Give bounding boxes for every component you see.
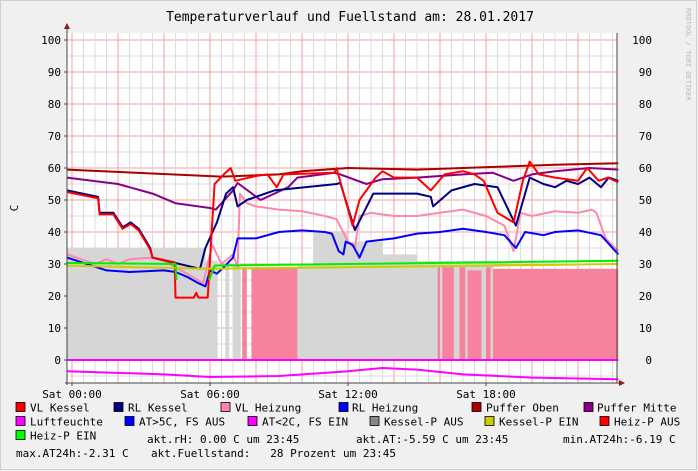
- y-tick-label-left: 60: [48, 162, 61, 175]
- heiz-p-aus-area: [459, 267, 466, 360]
- legend-at-2c-fs-ein-label: AT<2C, FS EIN: [262, 416, 348, 429]
- kessel-p-aus-area: [382, 254, 417, 360]
- y-tick-label-right: 0: [645, 354, 652, 367]
- legend-luftfeuchte-swatch: [15, 416, 26, 426]
- y-axis-arrow-icon: [64, 23, 70, 29]
- legend-rl-heizung-swatch: [338, 402, 349, 412]
- legend-kessel-p-aus-swatch: [369, 416, 380, 426]
- series-lines: [66, 160, 620, 381]
- series-rl-heizung: [66, 227, 620, 288]
- heiz-p-aus-area: [242, 267, 247, 360]
- legend-heiz-p-ein-label: Heiz-P EIN: [30, 430, 96, 443]
- legend-vl-kessel-swatch: [15, 402, 26, 412]
- y-tick-label-left: 0: [54, 354, 61, 367]
- legend-heiz-p-aus-label: Heiz-P AUS: [614, 416, 680, 429]
- x-tick-label: Sat 18:00: [456, 388, 516, 401]
- heiz-p-aus-area: [251, 267, 298, 360]
- heiz-p-aus-area: [492, 268, 619, 360]
- legend-puffer-oben-swatch: [471, 402, 482, 412]
- chart-title: Temperaturverlauf und Fuellstand am: 28.…: [166, 10, 534, 25]
- stat-max-at: max.AT24h:-2.31 C: [16, 447, 129, 460]
- legend-heiz-p-aus-swatch: [599, 416, 610, 426]
- axes: 0 0 10 10 20 20 30 30 40 40 50 50 60 60 70 70 80 80 90 90 10…: [41, 23, 652, 401]
- y-tick-label-right: 10: [639, 322, 652, 335]
- series-heiz-p-ein: [66, 259, 619, 281]
- legend-at-5c-fs-aus-label: AT>5C, FS AUS: [139, 416, 225, 429]
- y-axis-label: C: [8, 205, 21, 212]
- legend-puffer-mitte-swatch: [583, 402, 594, 412]
- x-axis-arrow-icon: [619, 380, 625, 386]
- stat-akt-at: akt.AT:-5.59 C um 23:45: [356, 433, 508, 446]
- legend-vl-heizung-swatch: [220, 402, 231, 412]
- legend-puffer-mitte-label: Puffer Mitte: [597, 402, 676, 415]
- y-tick-label-right: 70: [639, 130, 652, 143]
- series-kessel-p-ein: [66, 263, 619, 270]
- y-tick-label-left: 50: [48, 194, 61, 207]
- watermark: RRDTOOL / TOBI OETIKER: [684, 8, 692, 102]
- heiz-p-aus-area: [437, 267, 440, 360]
- kessel-p-aus-area: [348, 241, 383, 360]
- y-tick-label-left: 80: [48, 98, 61, 111]
- legend-at-5c-fs-aus-swatch: [124, 416, 135, 426]
- y-tick-label-right: 20: [639, 290, 652, 303]
- areas: [67, 232, 619, 360]
- y-tick-label-right: 50: [639, 194, 652, 207]
- y-tick-label-right: 30: [639, 258, 652, 271]
- y-tick-label-left: 40: [48, 226, 61, 239]
- y-tick-label-left: 20: [48, 290, 61, 303]
- x-tick-label: Sat 00:00: [42, 388, 102, 401]
- legend-rl-heizung-label: RL Heizung: [352, 402, 418, 415]
- kessel-p-aus-area: [233, 264, 241, 360]
- legend-vl-heizung-label: VL Heizung: [235, 402, 301, 415]
- y-tick-label-right: 100: [632, 34, 652, 47]
- y-tick-label-right: 40: [639, 226, 652, 239]
- kessel-p-aus-area: [225, 264, 230, 360]
- legend-puffer-oben-label: Puffer Oben: [486, 402, 559, 415]
- stat-fuellstand: akt.Fuellstand: 28 Prozent um 23:45: [151, 447, 396, 460]
- y-tick-label-left: 10: [48, 322, 61, 335]
- y-tick-label-right: 60: [639, 162, 652, 175]
- y-tick-label-left: 90: [48, 66, 61, 79]
- legend-kessel-p-aus-label: Kessel-P AUS: [384, 416, 463, 429]
- legend: VL Kessel RL Kessel VL Heizung RL Heizung Pu…: [15, 402, 680, 443]
- stat-akt-rh: akt.rH: 0.00 C um 23:45: [147, 433, 299, 446]
- kessel-p-aus-area: [417, 260, 494, 360]
- x-tick-label: Sat 12:00: [318, 388, 378, 401]
- y-tick-label-right: 80: [639, 98, 652, 111]
- heiz-p-aus-area: [467, 270, 482, 360]
- series-vl-heizung: [66, 192, 620, 285]
- legend-heiz-p-ein-swatch: [15, 430, 26, 440]
- legend-kessel-p-ein-swatch: [484, 416, 495, 426]
- kessel-p-aus-area: [297, 264, 314, 360]
- legend-rl-kessel-swatch: [113, 402, 124, 412]
- legend-rl-kessel-label: RL Kessel: [128, 402, 188, 415]
- heiz-p-aus-area: [442, 267, 454, 360]
- x-tick-label: Sat 06:00: [180, 388, 240, 401]
- stat-min-at: min.AT24h:-6.19 C: [563, 433, 676, 446]
- y-tick-label-left: 70: [48, 130, 61, 143]
- legend-luftfeuchte-label: Luftfeuchte: [30, 416, 103, 429]
- y-tick-label-left: 100: [41, 34, 61, 47]
- series-at-2c-fs-ein: [66, 367, 619, 381]
- y-tick-label-left: 30: [48, 258, 61, 271]
- legend-at-2c-fs-ein-swatch: [247, 416, 258, 426]
- legend-vl-kessel-label: VL Kessel: [30, 402, 90, 415]
- series-vl-kessel: [66, 160, 619, 299]
- y-tick-label-right: 90: [639, 66, 652, 79]
- legend-kessel-p-ein-label: Kessel-P EIN: [499, 416, 578, 429]
- heiz-p-aus-area: [486, 267, 491, 360]
- kessel-p-aus-area: [313, 232, 348, 360]
